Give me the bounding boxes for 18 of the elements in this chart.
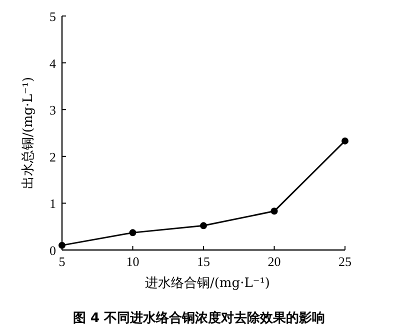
point: [58, 242, 66, 249]
x-tick-label: 20: [268, 254, 281, 269]
x-tick-label: 25: [338, 254, 352, 269]
y-tick-label: 2: [50, 149, 56, 164]
x-tick-label: 10: [126, 254, 140, 269]
point: [342, 137, 348, 144]
x-tick-label: 15: [197, 254, 210, 269]
point: [129, 229, 136, 236]
x-axis-title: 进水络合铜/(mg·L⁻¹): [144, 276, 270, 291]
point: [200, 222, 207, 230]
y-tick-label: 4: [50, 56, 56, 71]
point: [270, 208, 278, 215]
y-tick-label: 3: [50, 102, 56, 118]
text: 图 4 不同进水络合铜浓度对去除效果的影响: [72, 310, 326, 326]
y-tick-label: 5: [50, 9, 56, 24]
y-axis-title: 出水总铜/(mg·L⁻¹): [21, 76, 36, 190]
y-tick-label: 0: [50, 243, 56, 258]
y-tick-label: 1: [50, 196, 56, 212]
